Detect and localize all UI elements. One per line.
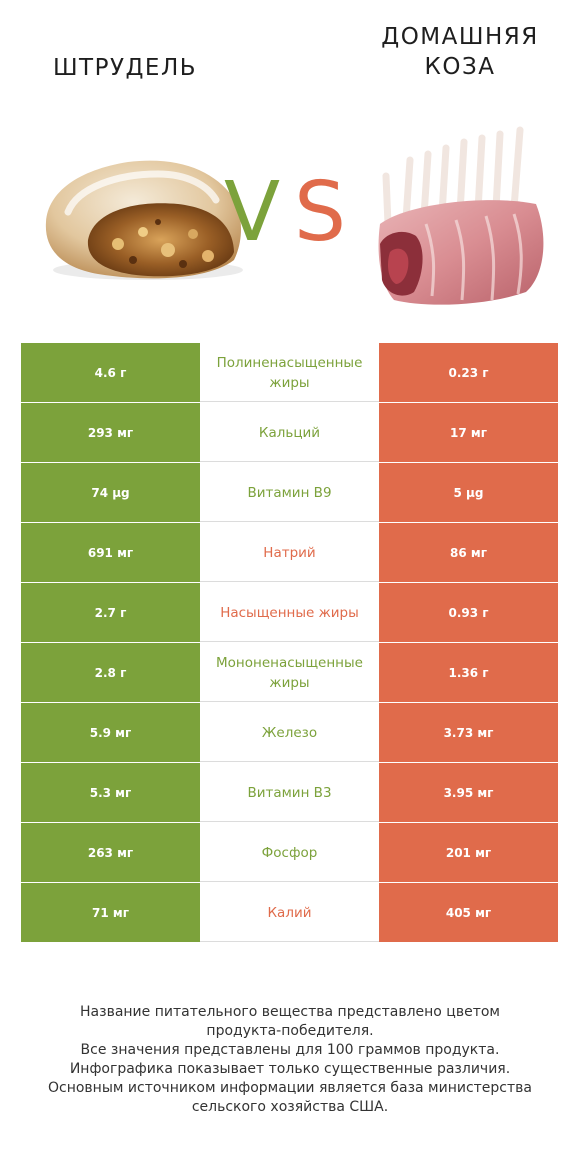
table-row: 5.3 мг Витамин B3 3.95 мг	[21, 763, 558, 823]
right-title-line1: ДОМАШНЯЯ	[381, 24, 539, 50]
table-row: 2.8 г Мононенасыщенные жиры 1.36 г	[21, 643, 558, 703]
nutrient-label: Кальций	[258, 424, 321, 441]
right-value: 3.95 мг	[443, 785, 494, 800]
goat-rack-image	[378, 126, 544, 305]
nutrient-cell: Калий	[200, 883, 379, 942]
left-value: 2.7 г	[94, 605, 127, 620]
strudel-image	[45, 160, 243, 280]
vs-label: V S	[222, 168, 357, 258]
nutrient-cell: Витамин B3	[200, 763, 379, 822]
nutrient-cell: Кальций	[200, 403, 379, 462]
left-value-cell: 293 мг	[21, 403, 200, 462]
table-row: 4.6 г Полиненасыщенные жиры 0.23 г	[21, 343, 558, 403]
table-row: 71 мг Калий 405 мг	[21, 883, 558, 943]
table-row: 293 мг Кальций 17 мг	[21, 403, 558, 463]
footer-line: Инфографика показывает только существенн…	[69, 1061, 511, 1077]
right-value-cell: 405 мг	[379, 883, 558, 942]
left-value-cell: 5.3 мг	[21, 763, 200, 822]
right-value: 0.93 г	[448, 605, 489, 620]
left-value: 263 мг	[87, 845, 134, 860]
comparison-table: 4.6 г Полиненасыщенные жиры 0.23 г 293 м…	[21, 343, 558, 943]
nutrient-cell: Насыщенные жиры	[200, 583, 379, 642]
nutrient-cell: Витамин B9	[200, 463, 379, 522]
right-value-cell: 3.73 мг	[379, 703, 558, 762]
left-title-text: ШТРУДЕЛЬ	[52, 55, 198, 81]
left-value-cell: 4.6 г	[21, 343, 200, 402]
table-row: 74 µg Витамин B9 5 µg	[21, 463, 558, 523]
nutrient-label: Насыщенные жиры	[220, 604, 359, 621]
left-value: 5.3 мг	[89, 785, 132, 800]
left-value-cell: 691 мг	[21, 523, 200, 582]
nutrient-label: Калий	[267, 904, 312, 921]
left-value-cell: 2.8 г	[21, 643, 200, 702]
nutrient-cell: Мононенасыщенные жиры	[200, 643, 379, 702]
right-title-line2: КОЗА	[424, 54, 496, 80]
right-value: 405 мг	[445, 905, 492, 920]
nutrient-label: Фосфор	[261, 844, 318, 861]
nutrient-cell: Полиненасыщенные жиры	[200, 343, 379, 402]
footer-line: продукта-победителя.	[206, 1023, 374, 1039]
right-value: 86 мг	[450, 545, 487, 560]
table-row: 2.7 г Насыщенные жиры 0.93 г	[21, 583, 558, 643]
left-value-cell: 74 µg	[21, 463, 200, 522]
left-value-cell: 2.7 г	[21, 583, 200, 642]
table-row: 263 мг Фосфор 201 мг	[21, 823, 558, 883]
vs-v-letter: V	[224, 165, 281, 260]
right-value: 5 µg	[453, 485, 484, 500]
left-product-title: ШТРУДЕЛЬ	[20, 53, 230, 83]
left-value-cell: 263 мг	[21, 823, 200, 882]
table-row: 691 мг Натрий 86 мг	[21, 523, 558, 583]
table-row: 5.9 мг Железо 3.73 мг	[21, 703, 558, 763]
right-value: 201 мг	[445, 845, 492, 860]
right-value: 3.73 мг	[443, 725, 494, 740]
footer-line: сельского хозяйства США.	[191, 1099, 389, 1115]
right-value: 0.23 г	[448, 365, 489, 380]
footer-line: Основным источником информации является …	[48, 1080, 532, 1096]
left-value: 293 мг	[87, 425, 134, 440]
nutrient-cell: Железо	[200, 703, 379, 762]
nutrient-label: Витамин B3	[247, 784, 332, 801]
footer-line: Название питательного вещества представл…	[80, 1004, 500, 1020]
right-value: 17 мг	[450, 425, 487, 440]
left-value: 691 мг	[87, 545, 134, 560]
footer-notes: Название питательного вещества представл…	[20, 1003, 560, 1117]
right-value-cell: 86 мг	[379, 523, 558, 582]
footer-line: Все значения представлены для 100 граммо…	[80, 1042, 500, 1058]
left-value: 4.6 г	[94, 365, 127, 380]
right-value-cell: 17 мг	[379, 403, 558, 462]
nutrient-cell: Натрий	[200, 523, 379, 582]
left-value-cell: 5.9 мг	[21, 703, 200, 762]
nutrient-cell: Фосфор	[200, 823, 379, 882]
vs-s-letter: S	[294, 165, 347, 260]
left-value: 74 µg	[91, 485, 130, 500]
right-product-title: ДОМАШНЯЯ КОЗА	[345, 22, 575, 82]
left-value-cell: 71 мг	[21, 883, 200, 942]
left-value: 2.8 г	[94, 665, 127, 680]
left-value: 71 мг	[92, 905, 129, 920]
right-value-cell: 201 мг	[379, 823, 558, 882]
right-value: 1.36 г	[448, 665, 489, 680]
nutrient-label: Полиненасыщенные жиры	[216, 354, 363, 391]
right-value-cell: 5 µg	[379, 463, 558, 522]
nutrient-label: Натрий	[263, 544, 316, 561]
left-value: 5.9 мг	[89, 725, 132, 740]
right-value-cell: 0.93 г	[379, 583, 558, 642]
nutrient-label: Витамин B9	[247, 484, 332, 501]
right-value-cell: 0.23 г	[379, 343, 558, 402]
nutrient-label: Мононенасыщенные жиры	[216, 654, 363, 691]
nutrient-label: Железо	[261, 724, 318, 741]
right-value-cell: 3.95 мг	[379, 763, 558, 822]
right-value-cell: 1.36 г	[379, 643, 558, 702]
